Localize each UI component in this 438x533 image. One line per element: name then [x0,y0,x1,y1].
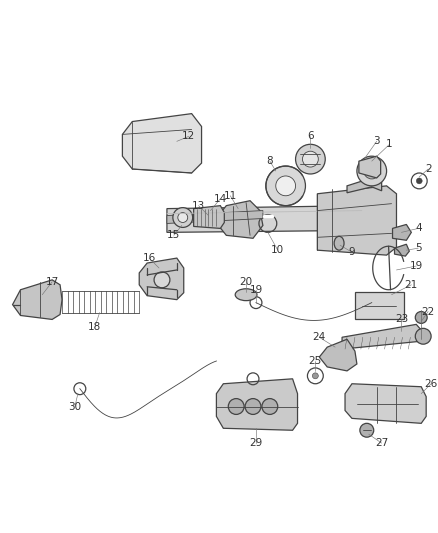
Text: 21: 21 [405,280,418,290]
Text: 12: 12 [182,131,195,141]
Circle shape [228,399,244,415]
Polygon shape [347,178,381,193]
Text: 2: 2 [425,164,431,174]
Text: 23: 23 [395,314,408,325]
Text: 24: 24 [313,332,326,342]
Circle shape [262,399,278,415]
Polygon shape [216,379,297,430]
Circle shape [303,151,318,167]
Text: 29: 29 [249,438,263,448]
Ellipse shape [334,236,344,250]
Text: 25: 25 [309,356,322,366]
Text: 17: 17 [46,277,59,287]
Circle shape [415,311,427,324]
Text: 26: 26 [424,379,438,389]
Circle shape [296,144,325,174]
Text: 6: 6 [307,131,314,141]
Text: 27: 27 [375,438,388,448]
Bar [355,292,404,319]
Text: 15: 15 [167,230,180,240]
Text: 14: 14 [214,193,227,204]
Circle shape [245,399,261,415]
Text: 30: 30 [68,401,81,411]
Circle shape [360,423,374,437]
Circle shape [276,176,296,196]
Text: 11: 11 [224,191,237,201]
Circle shape [154,272,170,288]
Text: 22: 22 [421,306,435,317]
Polygon shape [194,206,224,229]
Polygon shape [13,280,62,319]
Ellipse shape [235,289,257,301]
Text: 8: 8 [266,156,273,166]
Circle shape [312,373,318,379]
Polygon shape [167,206,362,232]
Polygon shape [392,224,411,240]
Text: 3: 3 [373,136,380,147]
Circle shape [416,178,422,184]
Text: 18: 18 [88,322,101,333]
Text: 9: 9 [349,247,355,257]
Polygon shape [395,244,410,256]
Polygon shape [319,339,357,371]
Text: 13: 13 [192,200,205,211]
Circle shape [178,213,188,222]
Text: 16: 16 [142,253,156,263]
Text: 19: 19 [410,261,423,271]
Text: 4: 4 [415,223,421,233]
Polygon shape [139,258,184,300]
Text: 19: 19 [249,285,263,295]
Text: 10: 10 [271,245,284,255]
Polygon shape [219,201,263,238]
Circle shape [357,156,387,186]
Circle shape [364,163,380,179]
Circle shape [173,208,193,228]
Text: 1: 1 [386,139,393,149]
Text: 20: 20 [240,277,253,287]
Circle shape [415,328,431,344]
Polygon shape [345,384,426,423]
Polygon shape [167,211,263,223]
Text: 5: 5 [415,243,421,253]
Polygon shape [342,325,423,349]
Polygon shape [317,186,396,255]
Circle shape [266,166,305,206]
Polygon shape [359,156,381,178]
Polygon shape [122,114,201,173]
